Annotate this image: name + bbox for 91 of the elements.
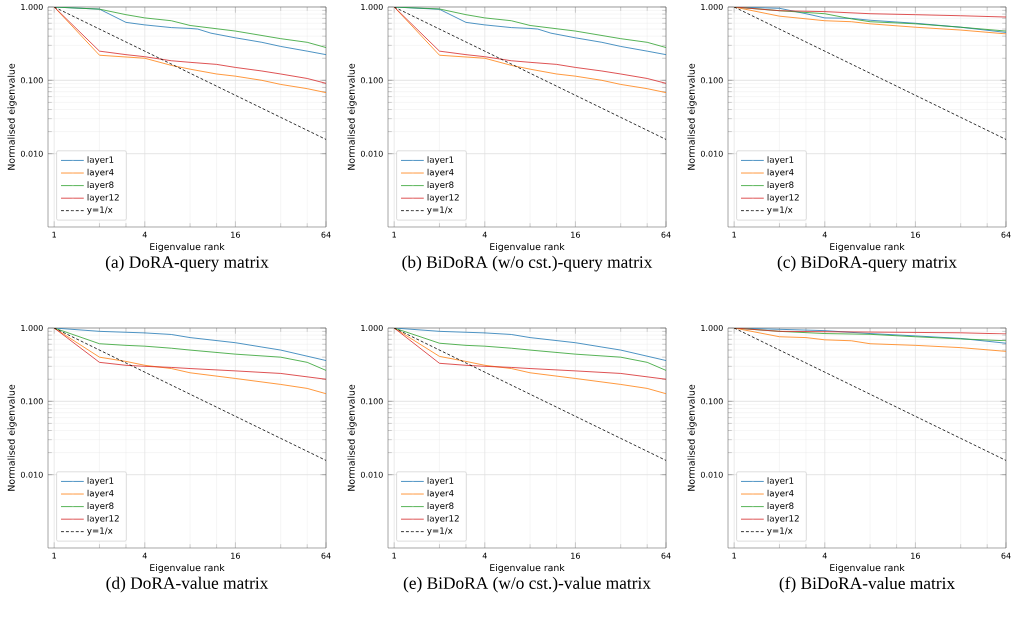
x-tick-label: 1 [732, 231, 736, 238]
text: (f) BiDoRA-value matrix [779, 576, 955, 593]
x-tick-label: 4 [482, 231, 487, 238]
legend-label: layer1 [87, 477, 114, 486]
x-tick-label: 1 [52, 231, 56, 238]
x-tick-label: 4 [142, 231, 147, 238]
legend-label: layer1 [427, 477, 454, 486]
x-axis-title: Eigenvalue rank [150, 563, 225, 573]
legend-label: layer4 [427, 168, 454, 178]
legend-label: y=1/x [427, 206, 453, 215]
y-axis-title: Normalised eigenvalue [687, 384, 697, 491]
legend-label: layer12 [767, 193, 799, 203]
y-tick-label: 1.000 [701, 3, 723, 11]
x-tick-label: 64 [661, 231, 671, 238]
y-tick-label: 0.100 [360, 398, 383, 405]
y-axis-title: Normalised eigenvalue [347, 63, 357, 170]
legend-label: y=1/x [767, 527, 793, 536]
x-tick-label: 4 [822, 552, 827, 559]
legend-label: layer1 [767, 156, 794, 165]
x-tick-label: 16 [231, 552, 240, 559]
y-tick-label: 1.000 [21, 324, 43, 332]
x-axis-title: Eigenvalue rank [490, 563, 565, 573]
y-tick-label: 0.100 [360, 77, 383, 84]
y-axis-title: Normalised eigenvalue [7, 63, 17, 170]
legend-label: layer4 [87, 489, 114, 499]
y-tick-label: 0.010 [700, 471, 723, 478]
x-tick-label: 1 [732, 552, 736, 559]
legend-label: layer8 [427, 181, 454, 190]
x-axis-title: Eigenvalue rank [830, 563, 905, 573]
legend-label: layer1 [767, 477, 794, 486]
legend-label: layer8 [427, 502, 454, 511]
y-tick-label: 1.000 [361, 3, 383, 11]
text: (b) BiDoRA (w/o cst.)-query matrix [402, 255, 653, 272]
y-tick-label: 0.100 [20, 398, 43, 405]
x-tick-label: 16 [571, 231, 580, 238]
text: (e) BiDoRA (w/o cst.)-value matrix [403, 576, 651, 593]
legend-label: layer12 [87, 514, 119, 524]
legend-label: layer4 [87, 168, 114, 178]
x-tick-label: 4 [822, 231, 827, 238]
y-tick-label: 1.000 [701, 324, 723, 332]
x-tick-label: 64 [1001, 552, 1011, 559]
x-axis-title: Eigenvalue rank [830, 242, 905, 252]
x-tick-label: 64 [661, 552, 671, 559]
legend-label: y=1/x [427, 527, 453, 536]
y-tick-label: 0.100 [20, 77, 43, 84]
legend-label: layer12 [427, 193, 459, 203]
legend-label: y=1/x [87, 527, 113, 536]
x-tick-label: 4 [482, 552, 487, 559]
x-tick-label: 64 [321, 552, 331, 559]
x-axis-title: Eigenvalue rank [490, 242, 565, 252]
y-tick-label: 0.010 [20, 471, 43, 478]
legend-label: layer8 [767, 502, 794, 511]
text: (c) BiDoRA-query matrix [777, 255, 957, 272]
legend-label: layer8 [767, 181, 794, 190]
legend-label: layer1 [427, 156, 454, 165]
x-tick-label: 16 [911, 231, 920, 238]
legend-label: y=1/x [767, 206, 793, 215]
legend-label: layer1 [87, 156, 114, 165]
text: (d) DoRA-value matrix [106, 576, 269, 593]
y-tick-label: 0.010 [360, 150, 383, 157]
y-tick-label: 1.000 [21, 3, 43, 11]
line-series [733, 7, 1006, 18]
y-tick-label: 0.010 [360, 471, 383, 478]
x-tick-label: 64 [321, 231, 331, 238]
y-axis-title: Normalised eigenvalue [7, 384, 17, 491]
x-tick-label: 4 [142, 552, 147, 559]
x-axis-title: Eigenvalue rank [150, 242, 225, 252]
legend-label: layer4 [767, 168, 794, 178]
y-tick-label: 1.000 [361, 324, 383, 332]
y-tick-label: 0.010 [700, 150, 723, 157]
legend-label: layer4 [767, 489, 794, 499]
legend-label: layer8 [87, 181, 114, 190]
legend-label: y=1/x [87, 206, 113, 215]
legend-label: layer12 [767, 514, 799, 524]
y-axis-title: Normalised eigenvalue [347, 384, 357, 491]
legend-label: layer8 [87, 502, 114, 511]
x-tick-label: 1 [392, 552, 396, 559]
x-tick-label: 64 [1001, 231, 1011, 238]
x-tick-label: 16 [571, 552, 580, 559]
y-axis-title: Normalised eigenvalue [687, 63, 697, 170]
y-tick-label: 0.100 [700, 77, 723, 84]
legend-label: layer12 [87, 193, 119, 203]
x-tick-label: 1 [52, 552, 56, 559]
x-tick-label: 16 [911, 552, 920, 559]
x-tick-label: 1 [392, 231, 396, 238]
x-tick-label: 16 [231, 231, 240, 238]
legend-label: layer12 [427, 514, 459, 524]
y-tick-label: 0.010 [20, 150, 43, 157]
legend-label: layer4 [427, 489, 454, 499]
text: (a) DoRA-query matrix [105, 255, 269, 272]
y-tick-label: 0.100 [700, 398, 723, 405]
